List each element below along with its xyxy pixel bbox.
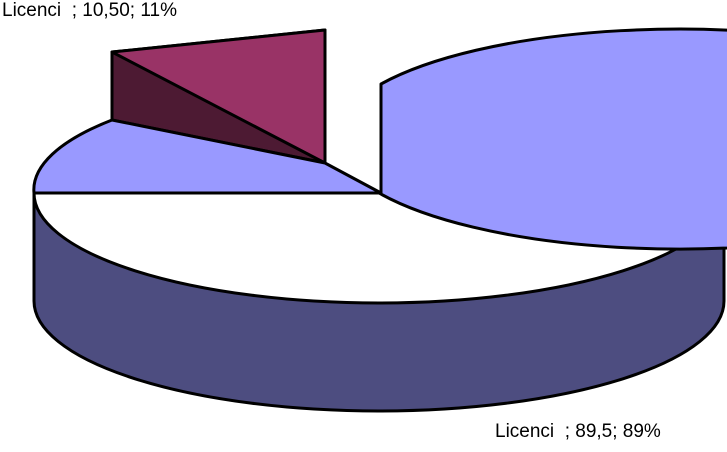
pie-slice-magenta-top: [110, 28, 327, 165]
pie-data-label-slice-1: Licenci ; 10,50; 11%: [2, 0, 177, 21]
pie-slice-blue-overlap-fix: [32, 118, 383, 195]
pie-data-label-slice-2: Licenci ; 89,5; 89%: [495, 421, 661, 442]
pie-slice-blue-side: [32, 191, 726, 413]
pie-slice-blue[interactable]: [32, 27, 727, 413]
pie-slice-blue-top: [377, 27, 727, 251]
